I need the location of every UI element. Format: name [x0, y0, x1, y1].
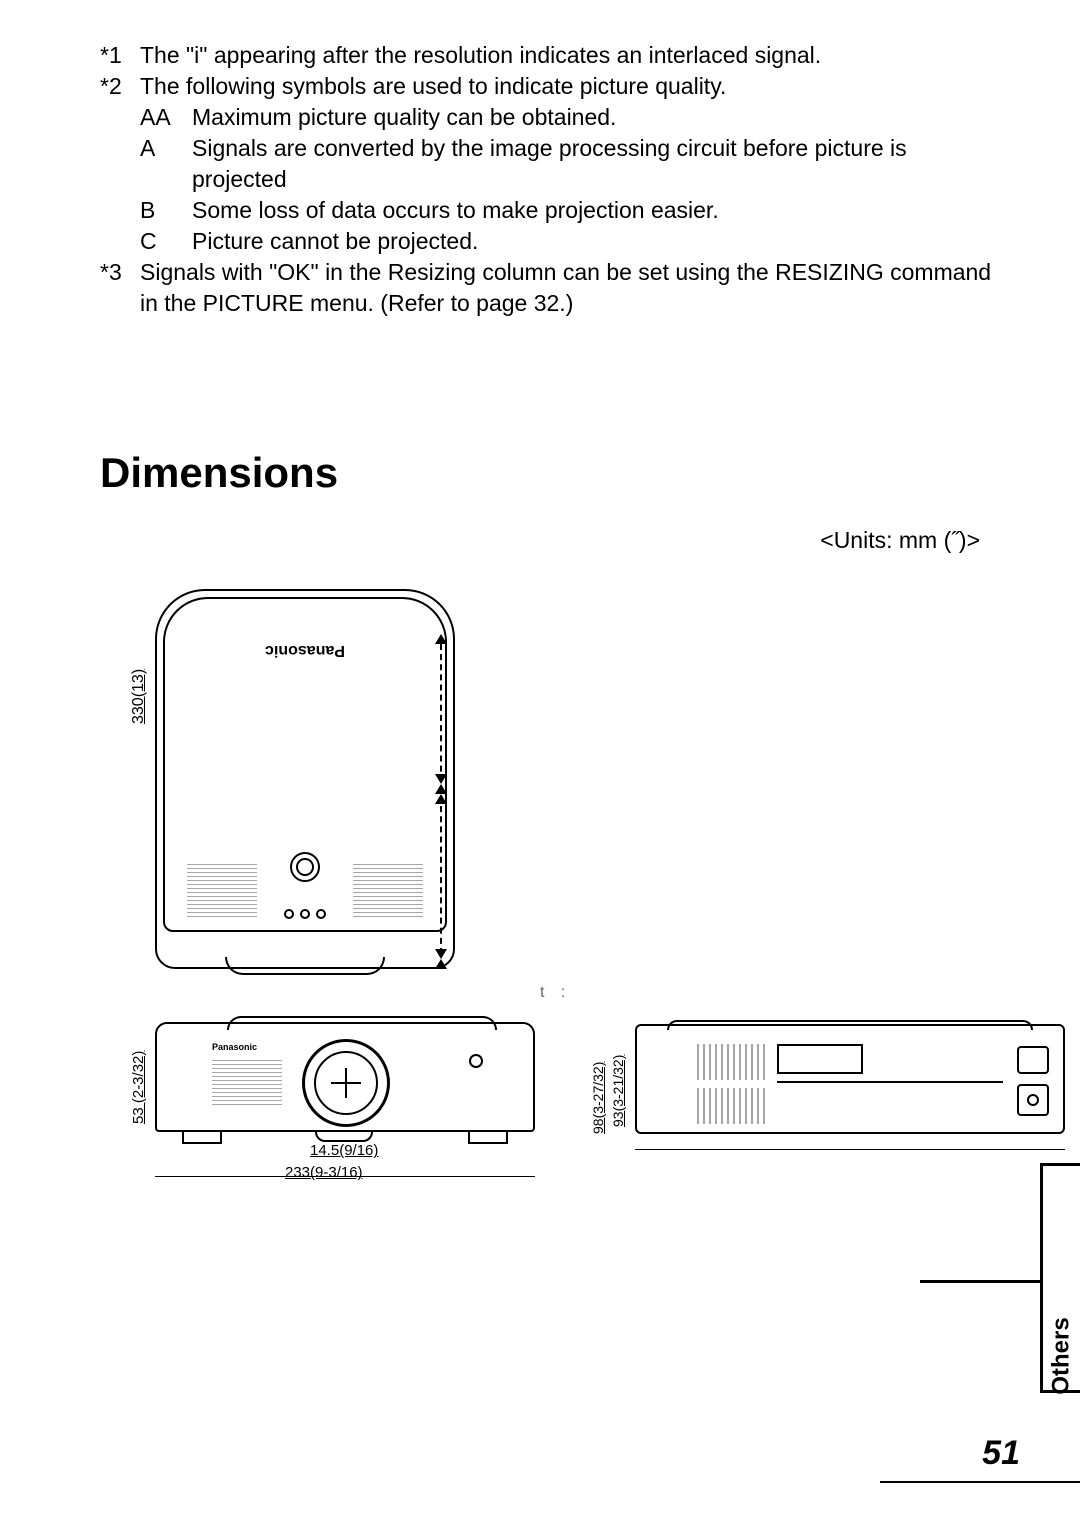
note-3-num: *3 — [100, 257, 140, 319]
vent-side-icon — [697, 1088, 767, 1124]
note-3: *3 Signals with "OK" in the Resizing col… — [100, 257, 1000, 319]
note-2-text: The following symbols are used to indica… — [140, 71, 1000, 102]
top-view: 330(13) Panasonic — [130, 584, 470, 984]
lens-icon — [290, 852, 320, 882]
note-2-num: *2 — [100, 71, 140, 102]
side-view: 98(3-27/32) 93(3-21/32) — [590, 1009, 1080, 1179]
sub-c: C Picture cannot be projected. — [100, 226, 1000, 257]
note-3-text: Signals with "OK" in the Resizing column… — [140, 257, 1000, 319]
sub-a: A Signals are converted by the image pro… — [100, 133, 1000, 195]
footnotes: *1 The "i" appearing after the resolutio… — [100, 40, 1000, 319]
front-view: 53 (2-3/32) Panasonic 14.5(9/16) 233(9-3… — [130, 1014, 550, 1184]
arrow-down-icon — [435, 774, 447, 794]
note-1: *1 The "i" appearing after the resolutio… — [100, 40, 1000, 71]
sub-aa-text: Maximum picture quality can be obtained. — [192, 102, 1000, 133]
port-side-icon — [1017, 1084, 1049, 1116]
sub-c-text: Picture cannot be projected. — [192, 226, 1000, 257]
control-dots — [284, 909, 326, 919]
sub-a-key: A — [140, 133, 192, 195]
panel-icon — [777, 1044, 863, 1074]
vent-left-icon — [187, 863, 257, 917]
section-heading: Dimensions — [100, 449, 1000, 497]
brand-label-front: Panasonic — [212, 1042, 257, 1052]
footer-rule — [880, 1481, 1080, 1483]
decorative-marks: t : — [540, 984, 571, 1002]
sub-aa: AA Maximum picture quality can be obtain… — [100, 102, 1000, 133]
projector-front-outline: Panasonic — [155, 1022, 535, 1132]
sub-b-text: Some loss of data occurs to make project… — [192, 195, 1000, 226]
arrow-up-icon — [435, 794, 447, 804]
ctrl-dot — [284, 909, 294, 919]
note-1-num: *1 — [100, 40, 140, 71]
sub-a-text: Signals are converted by the image proce… — [192, 133, 1000, 195]
arrow-down-icon — [435, 949, 447, 969]
dimensions-diagram: 330(13) Panasonic t : 53 (2-3/32) Panaso… — [100, 584, 1000, 1204]
note-1-text: The "i" appearing after the resolution i… — [140, 40, 1000, 71]
projector-side-outline — [635, 1024, 1065, 1134]
foot-left-icon — [182, 1132, 222, 1144]
section-tab-label: Others — [1048, 1317, 1076, 1394]
page-number: 51 — [982, 1434, 1020, 1473]
dim-side-inner: 93(3-21/32) — [610, 1055, 626, 1127]
crosshair-icon — [345, 1068, 347, 1098]
dim-line-horizontal — [155, 1176, 535, 1177]
tab-connector-line — [920, 1280, 1040, 1283]
dim-side-outer: 98(3-27/32) — [590, 1062, 606, 1134]
units-label: <Units: mm (˝)> — [100, 527, 1000, 554]
vent-side-icon — [697, 1044, 767, 1080]
groove-line — [777, 1081, 1003, 1083]
lens-lip-icon — [225, 957, 385, 975]
dim-width-front: 233(9-3/16) — [285, 1164, 363, 1181]
side-top-curve — [667, 1020, 1033, 1030]
sub-c-key: C — [140, 226, 192, 257]
foot-right-icon — [468, 1132, 508, 1144]
lens-front-icon — [302, 1039, 390, 1127]
sub-b: B Some loss of data occurs to make proje… — [100, 195, 1000, 226]
dim-line-side — [635, 1149, 1065, 1150]
arrow-up-icon — [435, 634, 447, 644]
ctrl-dot — [300, 909, 310, 919]
sub-aa-key: AA — [140, 102, 192, 133]
lens-ring-icon — [315, 1130, 373, 1142]
sub-b-key: B — [140, 195, 192, 226]
ctrl-dot — [316, 909, 326, 919]
brand-label-top: Panasonic — [265, 641, 345, 659]
front-top-curve — [227, 1016, 497, 1030]
note-2: *2 The following symbols are used to ind… — [100, 71, 1000, 102]
port-side-icon — [1017, 1046, 1049, 1074]
port-icon — [469, 1054, 483, 1068]
vent-right-icon — [353, 863, 423, 917]
projector-top-outline: Panasonic — [155, 589, 455, 969]
section-tab: Others — [1040, 1163, 1080, 1393]
dim-height-top: 330(13) — [130, 669, 148, 724]
vent-front-icon — [212, 1059, 282, 1105]
dim-lens-offset: 14.5(9/16) — [310, 1142, 378, 1159]
dim-height-front: 53 (2-3/32) — [130, 1051, 147, 1124]
